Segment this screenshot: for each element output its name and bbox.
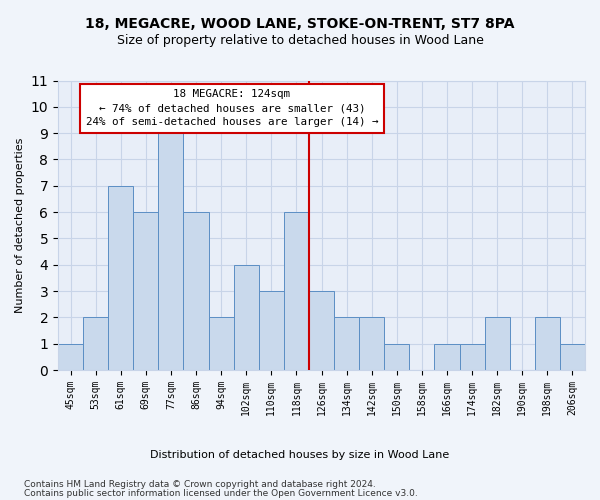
Y-axis label: Number of detached properties: Number of detached properties bbox=[15, 138, 25, 313]
Bar bbox=[535, 318, 560, 370]
Bar bbox=[209, 318, 233, 370]
Bar bbox=[460, 344, 485, 370]
Text: 18, MEGACRE, WOOD LANE, STOKE-ON-TRENT, ST7 8PA: 18, MEGACRE, WOOD LANE, STOKE-ON-TRENT, … bbox=[85, 18, 515, 32]
Bar bbox=[359, 318, 384, 370]
Bar bbox=[309, 291, 334, 370]
Bar bbox=[259, 291, 284, 370]
Bar bbox=[334, 318, 359, 370]
Text: 18 MEGACRE: 124sqm
← 74% of detached houses are smaller (43)
24% of semi-detache: 18 MEGACRE: 124sqm ← 74% of detached hou… bbox=[86, 89, 378, 127]
Bar bbox=[108, 186, 133, 370]
Text: Contains HM Land Registry data © Crown copyright and database right 2024.: Contains HM Land Registry data © Crown c… bbox=[24, 480, 376, 489]
Text: Distribution of detached houses by size in Wood Lane: Distribution of detached houses by size … bbox=[151, 450, 449, 460]
Bar bbox=[233, 264, 259, 370]
Bar bbox=[384, 344, 409, 370]
Bar bbox=[560, 344, 585, 370]
Bar bbox=[83, 318, 108, 370]
Bar bbox=[485, 318, 510, 370]
Bar bbox=[158, 133, 184, 370]
Text: Size of property relative to detached houses in Wood Lane: Size of property relative to detached ho… bbox=[116, 34, 484, 47]
Bar bbox=[434, 344, 460, 370]
Bar bbox=[133, 212, 158, 370]
Bar bbox=[58, 344, 83, 370]
Bar bbox=[184, 212, 209, 370]
Text: Contains public sector information licensed under the Open Government Licence v3: Contains public sector information licen… bbox=[24, 489, 418, 498]
Bar bbox=[284, 212, 309, 370]
